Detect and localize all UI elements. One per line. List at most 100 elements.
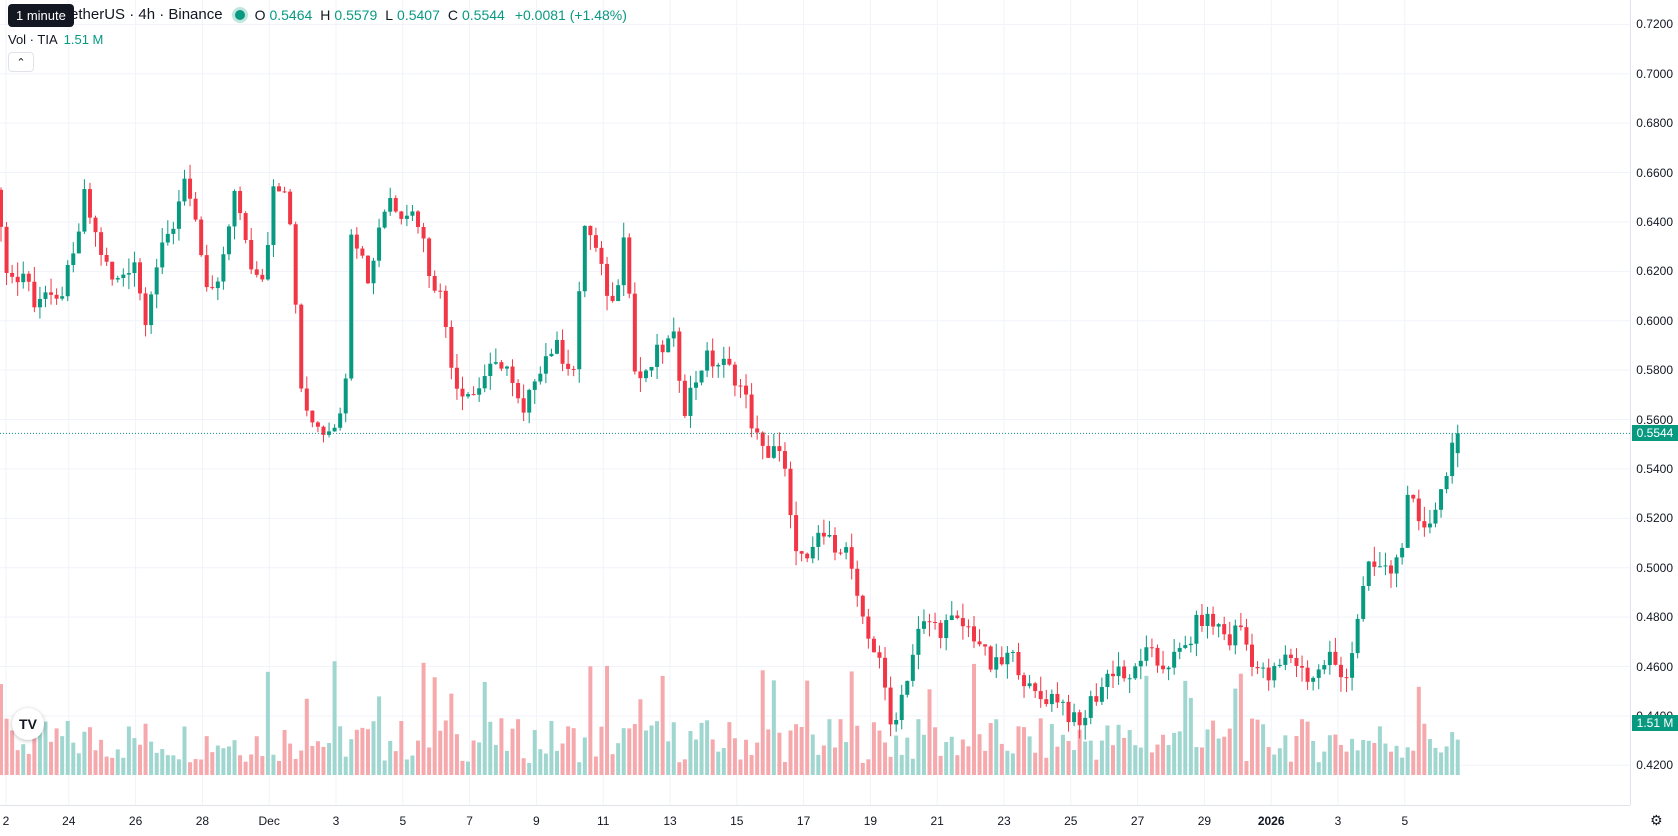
candle-body <box>282 191 287 193</box>
candle-body <box>82 189 87 232</box>
time-label: 25 <box>1064 814 1078 828</box>
candle-body <box>104 254 109 262</box>
volume-bar <box>26 753 31 775</box>
candle-body <box>510 366 515 384</box>
volume-bar <box>254 736 259 775</box>
candle-body <box>521 398 526 413</box>
volume-bar <box>888 756 893 775</box>
candle-body <box>238 190 243 214</box>
volume-bar <box>627 728 632 775</box>
volume-value: 1.51 M <box>63 32 104 47</box>
volume-bar <box>666 741 671 775</box>
volume-bar <box>60 736 65 775</box>
candle-body <box>538 373 543 382</box>
candle-body <box>555 340 559 354</box>
time-label: 19 <box>863 814 878 828</box>
volume-bar <box>1450 732 1455 775</box>
volume-bar <box>710 739 715 775</box>
candlestick-chart[interactable] <box>0 0 1630 805</box>
volume-bar <box>199 759 204 775</box>
time-axis[interactable]: 2 24 26 28 Dec 3 5 7 9 11 13 15 17 19 21 23 25 27 29 2026 3 5 <box>0 805 1630 836</box>
volume-bar <box>288 743 293 775</box>
candle-body <box>443 290 448 328</box>
volume-bar <box>15 750 20 775</box>
price-label: 0.5400 <box>1636 461 1673 476</box>
candle-body <box>955 615 960 619</box>
volume-bar <box>299 750 304 775</box>
volume-bar <box>1027 736 1032 775</box>
volume-bar <box>449 693 454 775</box>
candle-body <box>916 628 921 655</box>
price-scale[interactable]: 0.7200 0.7000 0.6800 0.6600 0.6400 0.6200 0.60… <box>1630 0 1678 805</box>
candle-body <box>371 260 376 284</box>
volume-bar <box>1422 723 1427 775</box>
volume-bar <box>1250 718 1254 775</box>
candle-body <box>560 340 565 364</box>
volume-bar <box>655 721 660 775</box>
chevron-up-icon: ⌃ <box>16 56 26 69</box>
candle-body <box>132 262 137 274</box>
volume-bar <box>271 754 276 775</box>
candle-body <box>1227 634 1232 646</box>
volume-bar <box>1105 725 1110 775</box>
candle-body <box>716 364 721 367</box>
volume-bar <box>1311 741 1316 775</box>
candle-body <box>921 621 926 629</box>
volume-bar <box>221 748 226 775</box>
volume-bar <box>738 759 743 775</box>
candle-body <box>254 269 259 275</box>
candle-body <box>65 264 70 297</box>
volume-bar <box>1283 735 1288 775</box>
candle-body <box>354 234 359 249</box>
volume-bar <box>1088 740 1093 775</box>
candle-body <box>671 331 676 339</box>
candle-body <box>482 376 487 389</box>
price-label: 0.4800 <box>1636 610 1673 625</box>
volume-bar <box>1400 757 1405 775</box>
candle-body <box>1016 651 1021 676</box>
candle-body <box>1161 665 1166 670</box>
volume-bar <box>171 755 176 775</box>
tradingview-logo-icon[interactable]: TV <box>12 708 44 740</box>
volume-bar <box>582 737 587 775</box>
volume-bar <box>332 661 337 775</box>
volume-bar <box>849 671 854 775</box>
volume-legend[interactable]: Vol · TIA 1.51 M <box>8 32 103 47</box>
volume-bar <box>827 719 832 775</box>
change-value: +0.0081 (+1.48%) <box>514 6 627 23</box>
volume-bar <box>1394 745 1399 775</box>
chart-pane[interactable]: etherUS · 4h · Binance O 0.5464 H 0.5579 L… <box>0 0 1630 805</box>
volume-bar <box>1194 747 1199 775</box>
candle-body <box>855 568 860 596</box>
candle-body <box>210 287 215 289</box>
volume-bar <box>87 727 92 775</box>
volume-bar <box>71 742 76 775</box>
collapse-legend-button[interactable]: ⌃ <box>8 52 34 72</box>
candle-body <box>1066 701 1071 723</box>
volume-bar <box>176 759 181 775</box>
time-label: 24 <box>62 814 76 828</box>
candle-body <box>799 551 804 554</box>
volume-bar <box>115 749 120 775</box>
volume-bar <box>438 730 443 775</box>
candle-body <box>1022 675 1027 687</box>
candle-body <box>1344 677 1349 679</box>
volume-bar <box>816 754 821 775</box>
volume-bar <box>632 724 637 775</box>
candle-body <box>199 219 204 256</box>
candle-body <box>493 362 498 364</box>
volume-bar <box>671 722 676 775</box>
candle-body <box>1127 678 1132 680</box>
gear-icon[interactable]: ⚙ <box>1650 812 1663 828</box>
price-label: 0.5000 <box>1636 560 1673 575</box>
candle-body <box>1211 613 1216 627</box>
volume-bar <box>327 743 332 775</box>
volume-bar <box>1338 744 1343 775</box>
volume-bar <box>1111 745 1115 775</box>
volume-bar <box>82 731 87 775</box>
candle-body <box>649 366 654 371</box>
volume-bar <box>238 755 243 775</box>
symbol-title[interactable]: etherUS · 4h · Binance <box>70 6 223 23</box>
volume-bar <box>755 742 760 775</box>
market-status-icon[interactable] <box>234 9 245 20</box>
